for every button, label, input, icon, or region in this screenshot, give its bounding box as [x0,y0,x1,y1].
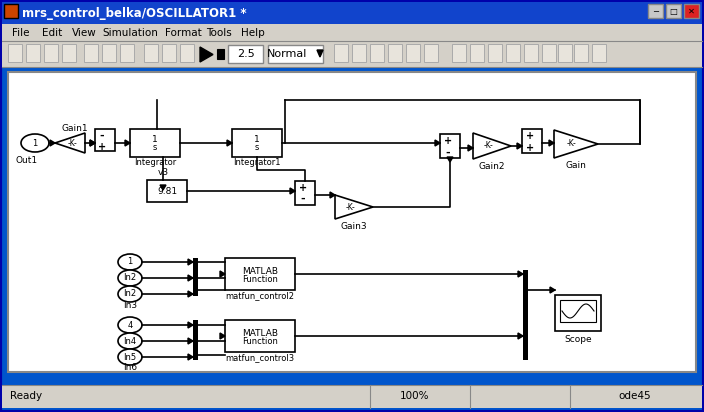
Polygon shape [518,271,523,277]
Text: MATLAB: MATLAB [242,328,278,337]
FancyBboxPatch shape [648,4,663,18]
Text: +: + [299,183,307,193]
Ellipse shape [118,286,142,302]
Polygon shape [188,275,193,281]
Text: s: s [153,143,157,152]
FancyBboxPatch shape [560,300,596,322]
FancyBboxPatch shape [193,258,198,296]
Text: ─: ─ [653,7,658,16]
Text: Out1: Out1 [16,156,38,165]
FancyBboxPatch shape [147,180,187,202]
Text: Ready: Ready [10,391,42,401]
Text: -K-: -K- [567,140,577,148]
Text: Gain1: Gain1 [62,124,88,133]
Text: 2.5: 2.5 [237,49,254,59]
FancyBboxPatch shape [295,181,315,205]
Polygon shape [188,291,193,297]
Ellipse shape [118,270,142,286]
Polygon shape [188,259,193,265]
FancyBboxPatch shape [440,134,460,158]
Polygon shape [447,157,453,162]
Polygon shape [188,338,193,344]
Ellipse shape [21,134,49,152]
Polygon shape [330,192,335,198]
Text: Format: Format [165,28,202,37]
Polygon shape [227,140,232,146]
Text: In5: In5 [123,353,137,361]
FancyBboxPatch shape [4,4,18,18]
Polygon shape [220,271,225,277]
Polygon shape [50,140,55,146]
FancyBboxPatch shape [162,44,176,62]
FancyBboxPatch shape [95,129,115,151]
Text: ✕: ✕ [688,7,695,16]
FancyBboxPatch shape [144,44,158,62]
Text: +: + [98,142,106,152]
FancyBboxPatch shape [452,44,466,62]
Text: Scope: Scope [564,335,592,344]
FancyBboxPatch shape [44,44,58,62]
Text: Function: Function [242,274,278,283]
Text: In3: In3 [123,300,137,309]
Text: Edit: Edit [42,28,62,37]
Text: Integrator: Integrator [134,157,176,166]
Text: Gain: Gain [565,161,586,169]
Polygon shape [220,333,225,339]
Text: Integrator1: Integrator1 [233,157,281,166]
FancyBboxPatch shape [2,2,702,24]
FancyBboxPatch shape [334,44,348,62]
Text: File: File [12,28,30,37]
Text: 1: 1 [254,136,260,145]
Polygon shape [518,333,523,339]
FancyBboxPatch shape [488,44,502,62]
Text: In4: In4 [123,337,137,346]
Text: 1: 1 [32,138,37,147]
FancyBboxPatch shape [558,44,572,62]
Text: In2: In2 [123,274,137,283]
FancyBboxPatch shape [62,44,76,62]
Ellipse shape [118,333,142,349]
Text: mrs_control_belka/OSCILLATOR1 *: mrs_control_belka/OSCILLATOR1 * [22,7,246,19]
FancyBboxPatch shape [574,44,588,62]
Text: MATLAB: MATLAB [242,267,278,276]
Ellipse shape [118,317,142,333]
FancyBboxPatch shape [26,44,40,62]
Text: Gain3: Gain3 [341,222,367,230]
FancyBboxPatch shape [523,270,528,360]
FancyBboxPatch shape [506,44,520,62]
Polygon shape [473,133,511,159]
FancyBboxPatch shape [102,44,116,62]
FancyBboxPatch shape [232,129,282,157]
FancyBboxPatch shape [268,45,323,63]
Polygon shape [90,140,95,146]
FancyBboxPatch shape [193,320,198,360]
Text: -: - [100,131,104,141]
Text: Simulation: Simulation [102,28,158,37]
Polygon shape [317,50,323,57]
Polygon shape [290,188,295,194]
FancyBboxPatch shape [522,129,542,153]
Text: v3: v3 [158,168,168,176]
Ellipse shape [118,254,142,270]
Text: ode45: ode45 [619,391,651,401]
Text: View: View [72,28,96,37]
FancyBboxPatch shape [542,44,556,62]
Text: +: + [526,131,534,141]
FancyBboxPatch shape [8,72,696,372]
FancyBboxPatch shape [2,385,702,408]
Text: 100%: 100% [401,391,429,401]
FancyBboxPatch shape [225,320,295,352]
FancyBboxPatch shape [684,4,699,18]
Text: +: + [526,143,534,153]
Text: Gain2: Gain2 [479,162,505,171]
Polygon shape [160,185,166,190]
FancyBboxPatch shape [217,49,224,59]
Text: 9.81: 9.81 [157,187,177,196]
Polygon shape [200,47,213,62]
FancyBboxPatch shape [592,44,606,62]
Text: Help: Help [241,28,265,37]
Polygon shape [55,133,85,153]
Text: -: - [301,194,306,204]
Text: -K-: -K- [68,138,78,147]
